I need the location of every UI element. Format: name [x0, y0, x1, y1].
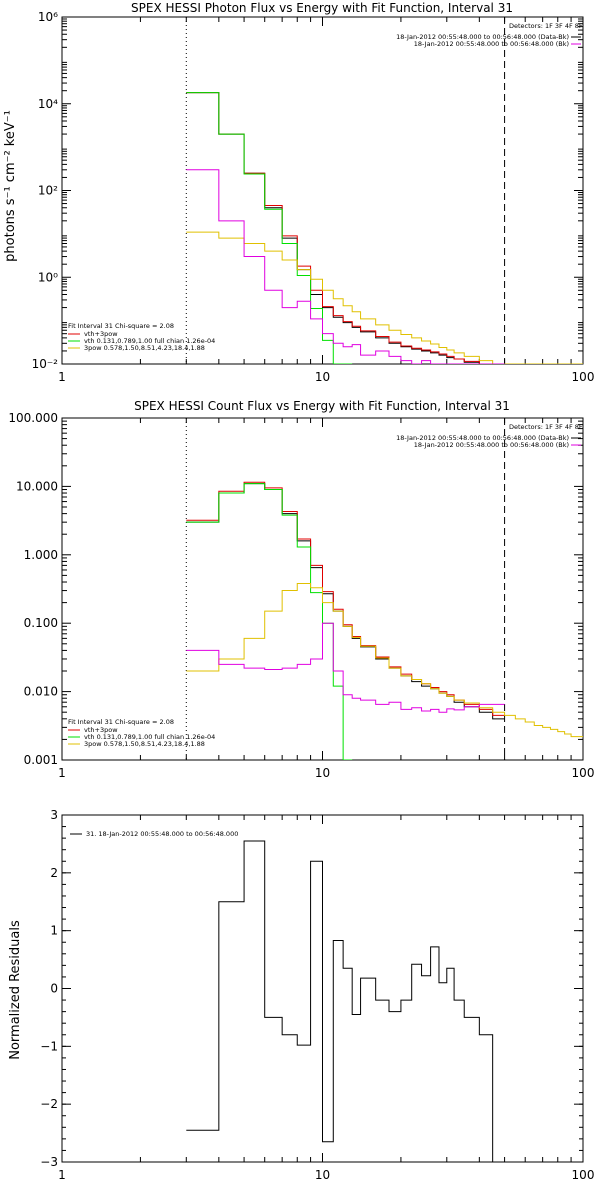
fit-legend-label: 3pow 0.578,1.50,8.51,4.23,18.4,1.88 — [84, 344, 205, 352]
count-flux-panel: SPEX HESSI Count Flux vs Energy with Fit… — [8, 399, 594, 780]
y-tick-label: 10⁶ — [38, 10, 58, 24]
legend-group: 31. 18-Jan-2012 00:55:48.000 to 00:56:48… — [70, 830, 238, 838]
y-axis-label: photons s⁻¹ cm⁻² keV⁻¹ — [3, 110, 18, 262]
y-tick-label: 100.000 — [8, 411, 58, 425]
series-residuals — [186, 840, 505, 1162]
detectors-label: Detectors: 1F 3F 4F 8F — [509, 423, 583, 431]
fit-legend-label: vth 0.131,0.789,1.00 full chian 1.26e-04 — [84, 733, 215, 741]
data-legend-label: 18-Jan-2012 00:55:48.000 to 00:56:48.000… — [396, 33, 569, 41]
x-tick-label: 100 — [572, 370, 595, 384]
residual-legend-label: 31. 18-Jan-2012 00:55:48.000 to 00:56:48… — [86, 830, 238, 838]
series-vth-3pow — [186, 481, 505, 716]
y-tick-label: 0.001 — [24, 753, 58, 767]
y-tick-label: 10² — [38, 184, 58, 198]
y-tick-label: 0.010 — [24, 685, 58, 699]
series-group — [186, 92, 583, 364]
residuals-panel: Normalized Residuals 1 10 100 −3 −2 −1 0 1 2 3 31… — [8, 808, 594, 1182]
y-axis-label: Normalized Residuals — [8, 920, 23, 1060]
series-3pow — [186, 583, 583, 738]
x-tick-label: 100 — [572, 1168, 595, 1182]
y-tick-label: 10⁰ — [38, 270, 58, 284]
series-data-bk — [186, 92, 505, 364]
reference-lines — [185, 418, 506, 760]
y-tick-label: 0 — [50, 982, 58, 996]
axes: 1 10 100 10⁻² 10⁰ 10² 10⁴ 10⁶ — [32, 10, 595, 384]
y-tick-label: 3 — [50, 808, 58, 822]
data-legend-label: 18-Jan-2012 00:55:48.000 to 00:56:48.000… — [414, 441, 569, 449]
y-tick-label: 1 — [50, 924, 58, 938]
y-tick-label: 10⁻² — [32, 357, 59, 371]
panel-title: SPEX HESSI Photon Flux vs Energy with Fi… — [131, 1, 513, 15]
y-tick-label: −2 — [40, 1097, 58, 1111]
y-tick-label: 0.100 — [24, 616, 58, 630]
y-tick-label: −3 — [40, 1155, 58, 1169]
y-tick-label: 1.000 — [24, 548, 58, 562]
series-vth — [186, 483, 353, 760]
x-tick-label: 1 — [58, 1168, 66, 1182]
series-bk — [186, 622, 505, 713]
data-legend-label: 18-Jan-2012 00:55:48.000 to 00:56:48.000… — [414, 40, 569, 48]
reference-lines — [185, 17, 506, 364]
legend-group: Detectors: 1F 3F 4F 8F 18-Jan-2012 00:55:… — [68, 423, 583, 748]
fit-legend-label: vth 0.131,0.789,1.00 full chian 1.26e-04 — [84, 337, 215, 345]
fit-legend-label: vth+3pow — [84, 726, 118, 734]
x-tick-label: 100 — [572, 766, 595, 780]
x-tick-label: 10 — [315, 370, 330, 384]
fit-legend-title: Fit Interval 31 Chi-square = 2.08 — [68, 322, 174, 330]
series-group — [186, 840, 505, 1162]
data-legend-label: 18-Jan-2012 00:55:48.000 to 00:56:48.000… — [396, 434, 569, 442]
y-tick-label: 2 — [50, 866, 58, 880]
fit-legend-label: 3pow 0.578,1.50,8.51,4.23,18.4,1.88 — [84, 740, 205, 748]
panel-title: SPEX HESSI Count Flux vs Energy with Fit… — [134, 399, 510, 413]
y-tick-label: 10.000 — [16, 479, 58, 493]
x-tick-label: 10 — [315, 766, 330, 780]
series-vth-3pow — [186, 92, 505, 364]
y-tick-label: 10⁴ — [38, 97, 58, 111]
fit-legend-title: Fit Interval 31 Chi-square = 2.08 — [68, 718, 174, 726]
legend-group: Detectors: 1F 3F 4F 8F 18-Jan-2012 00:55:… — [68, 22, 583, 352]
x-tick-label: 1 — [58, 766, 66, 780]
series-bk — [186, 169, 505, 364]
series-vth — [186, 92, 353, 364]
series-3pow — [186, 231, 583, 364]
detectors-label: Detectors: 1F 3F 4F 8F — [509, 22, 583, 30]
fit-legend-label: vth+3pow — [84, 330, 118, 338]
x-tick-label: 1 — [58, 370, 66, 384]
y-tick-label: −1 — [40, 1039, 58, 1053]
series-data-bk — [186, 483, 505, 720]
x-tick-label: 10 — [315, 1168, 330, 1182]
series-group — [186, 481, 583, 760]
axes: 1 10 100 −3 −2 −1 0 1 2 3 — [40, 808, 594, 1182]
photon-flux-panel: SPEX HESSI Photon Flux vs Energy with Fi… — [3, 1, 594, 384]
axes: 1 10 100 0.001 0.010 0.100 1.000 10.000 100.000 — [8, 411, 594, 780]
